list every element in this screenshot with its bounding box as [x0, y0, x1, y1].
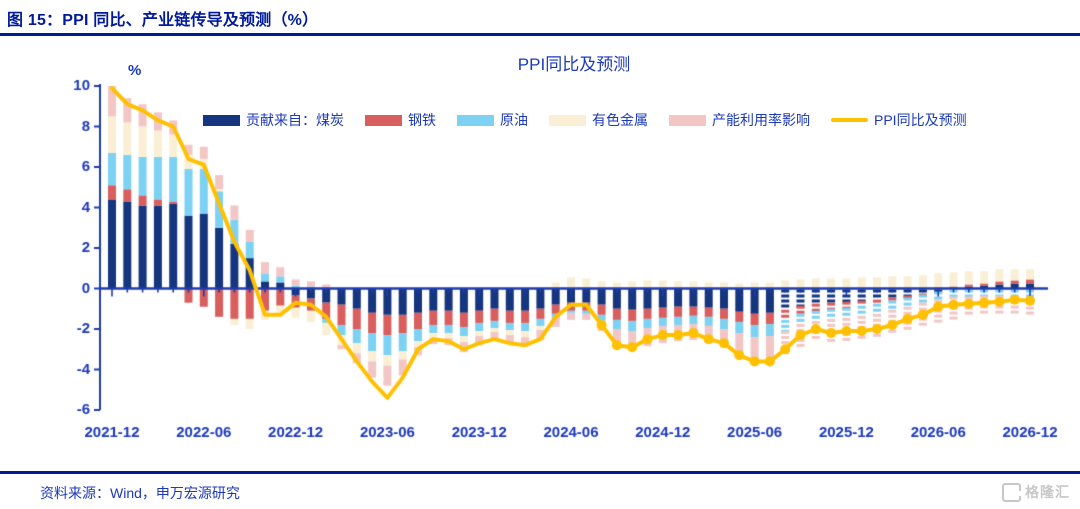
title-underline	[0, 33, 1080, 36]
gelonghui-logo: 格隆汇	[1002, 482, 1070, 502]
legend-item-steel: 钢铁	[365, 110, 436, 130]
y-axis-unit-label: %	[128, 62, 142, 79]
legend-label: 有色金属	[592, 112, 648, 128]
footer-divider	[0, 471, 1080, 474]
ppi-chart-canvas	[0, 40, 1080, 460]
legend-label: PPI同比及预测	[874, 112, 967, 128]
chart-title: PPI同比及预测	[517, 55, 631, 74]
steel-swatch	[365, 114, 402, 126]
figure-header: 图 15：PPI 同比、产业链传导及预测（%）	[0, 0, 1080, 36]
ppi-chart: PPI同比及预测 % 贡献来自：煤炭 钢铁 原油 有色金属 产能利用率影响	[0, 40, 1080, 460]
legend-label: 贡献来自：煤炭	[246, 112, 344, 128]
legend-item-oil: 原油	[457, 110, 528, 130]
legend-label: 钢铁	[408, 112, 436, 128]
legend-label: 产能利用率影响	[712, 112, 810, 128]
legend-item-ppi-line: PPI同比及预测	[831, 110, 967, 130]
gelonghui-logo-text: 格隆汇	[1025, 484, 1070, 500]
nonferrous-swatch	[549, 114, 586, 126]
source-text: 资料来源：Wind，申万宏源研究	[40, 485, 240, 501]
ppi-line-swatch	[831, 118, 868, 122]
legend-item-coal: 贡献来自：煤炭	[203, 110, 344, 130]
oil-swatch	[457, 114, 494, 126]
capacity-swatch	[669, 114, 706, 126]
gelonghui-logo-icon	[1002, 482, 1021, 502]
legend-label: 原油	[500, 112, 528, 128]
legend-item-nonferrous: 有色金属	[549, 110, 648, 130]
chart-legend: 贡献来自：煤炭 钢铁 原油 有色金属 产能利用率影响 PPI同比及预测	[203, 110, 967, 130]
coal-swatch	[203, 114, 240, 126]
legend-item-capacity: 产能利用率影响	[669, 110, 810, 130]
figure-title: 图 15：PPI 同比、产业链传导及预测（%）	[7, 12, 319, 29]
